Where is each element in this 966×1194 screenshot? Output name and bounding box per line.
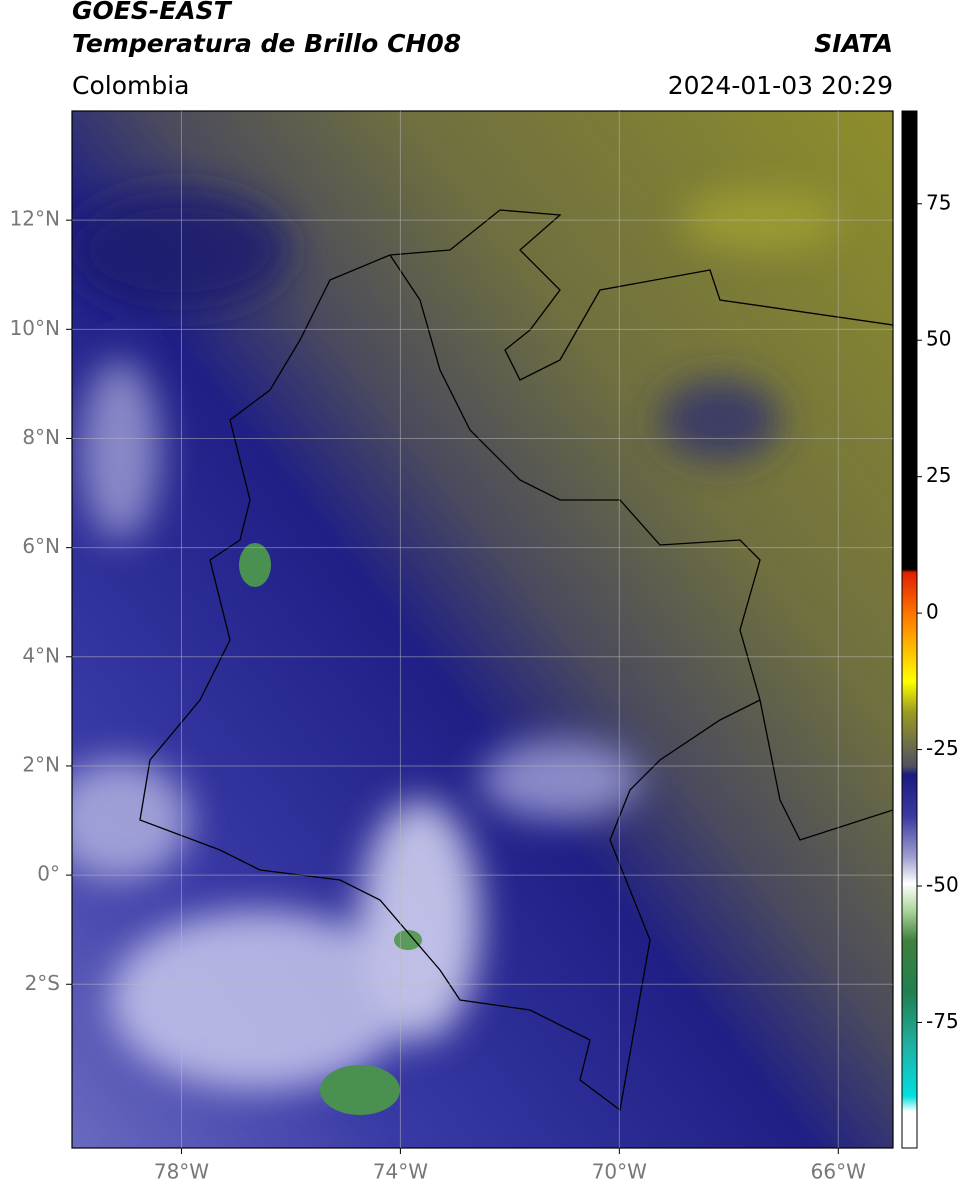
colorbar-label: 75 — [926, 190, 951, 214]
y-tick-label: 8°N — [22, 425, 60, 449]
colorbar-label: -50 — [926, 873, 959, 897]
title-line1: GOES-EAST — [72, 0, 233, 25]
datetime: 2024-01-03 20:29 — [668, 71, 893, 100]
source: SIATA — [814, 29, 893, 58]
colorbar — [901, 110, 918, 1149]
x-tick-label: 78°W — [154, 1160, 209, 1184]
colorbar-label: 25 — [926, 463, 951, 487]
colorbar-label: 0 — [926, 600, 939, 624]
title-line2: Temperatura de Brillo CH08 — [72, 29, 461, 58]
y-tick-label: 4°N — [22, 643, 60, 667]
y-tick-label: 2°S — [25, 971, 60, 995]
x-tick-label: 66°W — [811, 1160, 866, 1184]
region: Colombia — [72, 71, 189, 100]
y-tick-label: 12°N — [10, 207, 60, 231]
colorbar-label: -25 — [926, 736, 959, 760]
y-tick-label: 10°N — [10, 316, 60, 340]
map-image — [72, 111, 893, 1148]
map-frame — [71, 110, 894, 1149]
y-tick-label: 6°N — [22, 534, 60, 558]
colorbar-label: -75 — [926, 1009, 959, 1033]
y-tick-label: 0° — [37, 862, 60, 886]
x-tick-label: 70°W — [592, 1160, 647, 1184]
colorbar-label: 50 — [926, 327, 951, 351]
x-tick-label: 74°W — [373, 1160, 428, 1184]
y-tick-label: 2°N — [22, 752, 60, 776]
